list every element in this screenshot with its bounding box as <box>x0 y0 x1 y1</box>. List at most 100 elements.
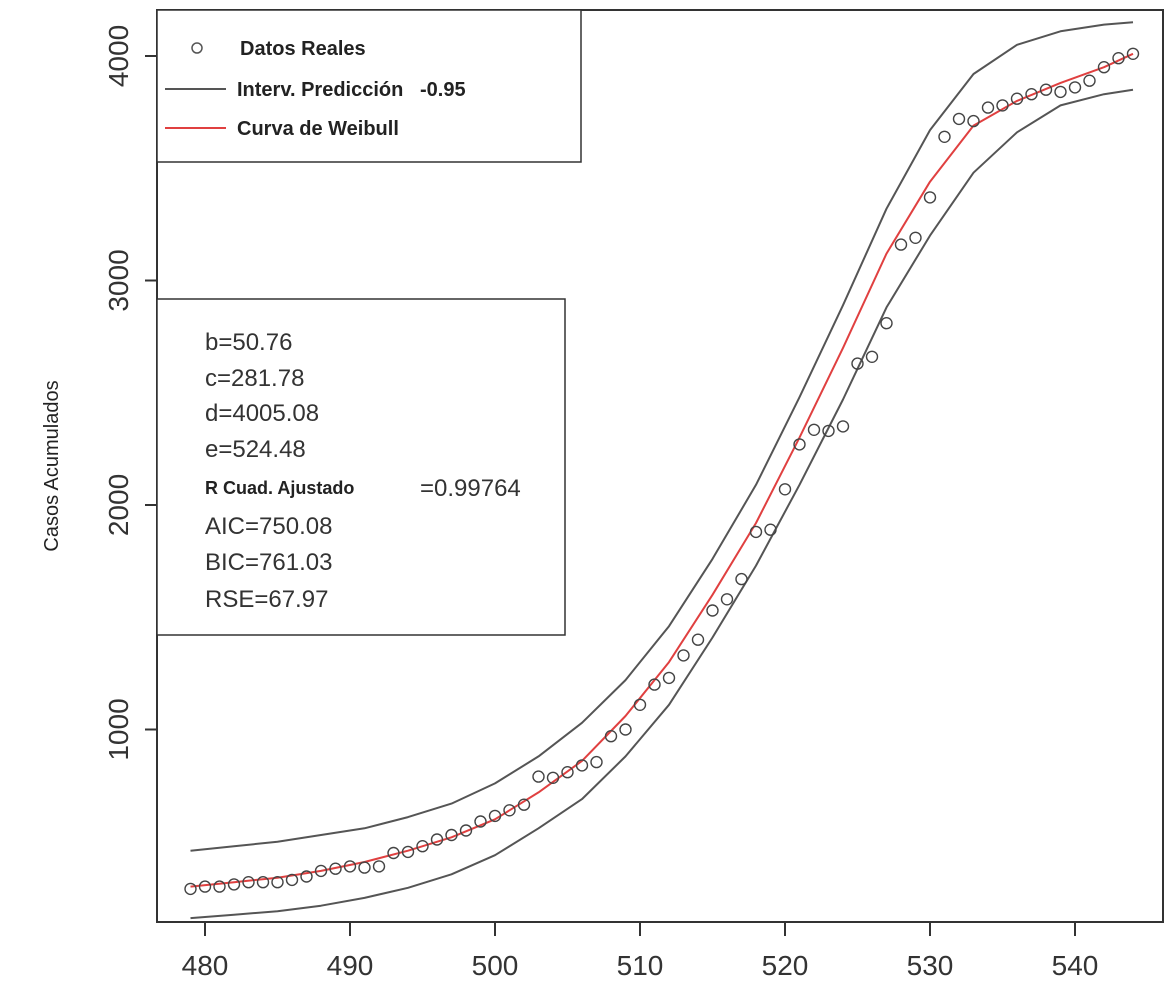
data-point <box>1068 81 1082 94</box>
x-tick-label: 540 <box>1052 950 1099 981</box>
prediction-interval-upper-line <box>190 21 1134 852</box>
x-tick-label: 500 <box>472 950 519 981</box>
data-point <box>909 231 922 245</box>
param-r2-label: R Cuad. Ajustado <box>205 478 354 498</box>
data-point <box>1010 92 1024 105</box>
data-point <box>271 876 284 889</box>
data-point <box>691 633 705 646</box>
data-point <box>793 438 806 451</box>
data-point <box>807 423 821 436</box>
param-rse: RSE=67.97 <box>205 586 328 613</box>
y-axis-label: Casos Acumulados <box>41 380 63 551</box>
data-point <box>865 350 879 363</box>
data-point <box>488 809 502 823</box>
data-point <box>474 815 487 828</box>
data-point <box>546 771 560 784</box>
data-point <box>648 678 661 691</box>
param-c: c=281.78 <box>205 365 304 392</box>
prediction-interval-lower-line <box>190 88 1134 920</box>
y-tick-label: 1000 <box>103 698 134 760</box>
data-point <box>242 876 255 889</box>
y-tick-label: 4000 <box>103 25 134 87</box>
legend-point-marker <box>191 42 203 54</box>
data-point <box>575 759 589 772</box>
data-points <box>184 47 1140 896</box>
x-tick-label: 490 <box>327 950 374 981</box>
data-point <box>184 882 197 896</box>
data-point <box>561 766 574 779</box>
data-point <box>256 876 270 889</box>
y-tick-label: 3000 <box>103 249 134 311</box>
data-point <box>996 99 1009 112</box>
data-point <box>1054 85 1067 99</box>
param-d: d=4005.08 <box>205 400 319 427</box>
data-point <box>1097 60 1111 74</box>
data-point <box>198 880 212 893</box>
param-aic: AIC=750.08 <box>205 513 332 540</box>
weibull-curve-line <box>190 52 1134 888</box>
data-point <box>706 604 719 617</box>
data-point <box>894 238 908 251</box>
y-tick-label: 2000 <box>103 474 134 536</box>
data-point <box>1126 47 1140 60</box>
x-tick-label: 510 <box>617 950 664 981</box>
data-point <box>981 101 995 114</box>
data-point <box>633 698 647 711</box>
data-point <box>851 357 864 370</box>
data-point <box>952 112 966 126</box>
data-point <box>1083 74 1096 87</box>
params-frame <box>156 298 566 636</box>
curves <box>190 21 1134 920</box>
x-tick-label: 480 <box>182 950 229 981</box>
data-point <box>401 845 415 859</box>
param-b: b=50.76 <box>205 329 292 356</box>
data-point <box>1025 87 1038 101</box>
data-point <box>967 114 980 128</box>
data-point <box>822 424 835 438</box>
data-point <box>343 860 357 873</box>
data-point <box>749 525 763 539</box>
data-point <box>387 846 400 860</box>
data-point <box>416 840 429 853</box>
data-point <box>720 593 734 606</box>
legend-box <box>156 9 582 163</box>
x-tick-label: 530 <box>907 950 954 981</box>
param-e: e=524.48 <box>205 436 306 463</box>
x-tick-label: 520 <box>762 950 809 981</box>
legend: Datos Reales Interv. Predicción -0.95 Cu… <box>156 9 582 163</box>
data-point <box>923 191 937 204</box>
data-point <box>590 755 603 769</box>
data-point <box>358 861 371 874</box>
legend-label-datos: Datos Reales <box>240 38 366 60</box>
data-point <box>227 878 241 891</box>
data-point <box>1112 52 1125 65</box>
data-point <box>430 833 444 846</box>
data-point <box>314 864 328 878</box>
data-point <box>880 317 893 330</box>
data-point <box>459 824 473 837</box>
data-point <box>778 483 792 496</box>
data-point <box>662 671 676 685</box>
data-point <box>300 870 313 883</box>
data-point <box>677 649 690 662</box>
data-point <box>285 873 299 887</box>
param-bic: BIC=761.03 <box>205 549 332 576</box>
data-point <box>372 860 386 873</box>
data-point <box>1039 83 1053 96</box>
data-point <box>836 420 850 433</box>
legend-label-weibull: Curva de Weibull <box>237 118 399 140</box>
fit-parameters-box: b=50.76 c=281.78 d=4005.08 e=524.48 R Cu… <box>156 298 566 636</box>
legend-label-interval: Interv. Predicción -0.95 <box>237 79 466 101</box>
data-point <box>517 798 531 811</box>
x-axis: 480 490 500 510 520 530 540 <box>182 922 1099 981</box>
data-point <box>445 828 458 842</box>
data-point <box>213 880 226 893</box>
data-point <box>532 770 545 783</box>
data-point <box>764 523 777 536</box>
y-axis: 1000 2000 3000 4000 <box>103 25 157 761</box>
data-point <box>503 804 516 817</box>
data-point <box>604 730 618 743</box>
param-r2-value: =0.99764 <box>420 475 521 502</box>
data-point <box>619 723 632 736</box>
